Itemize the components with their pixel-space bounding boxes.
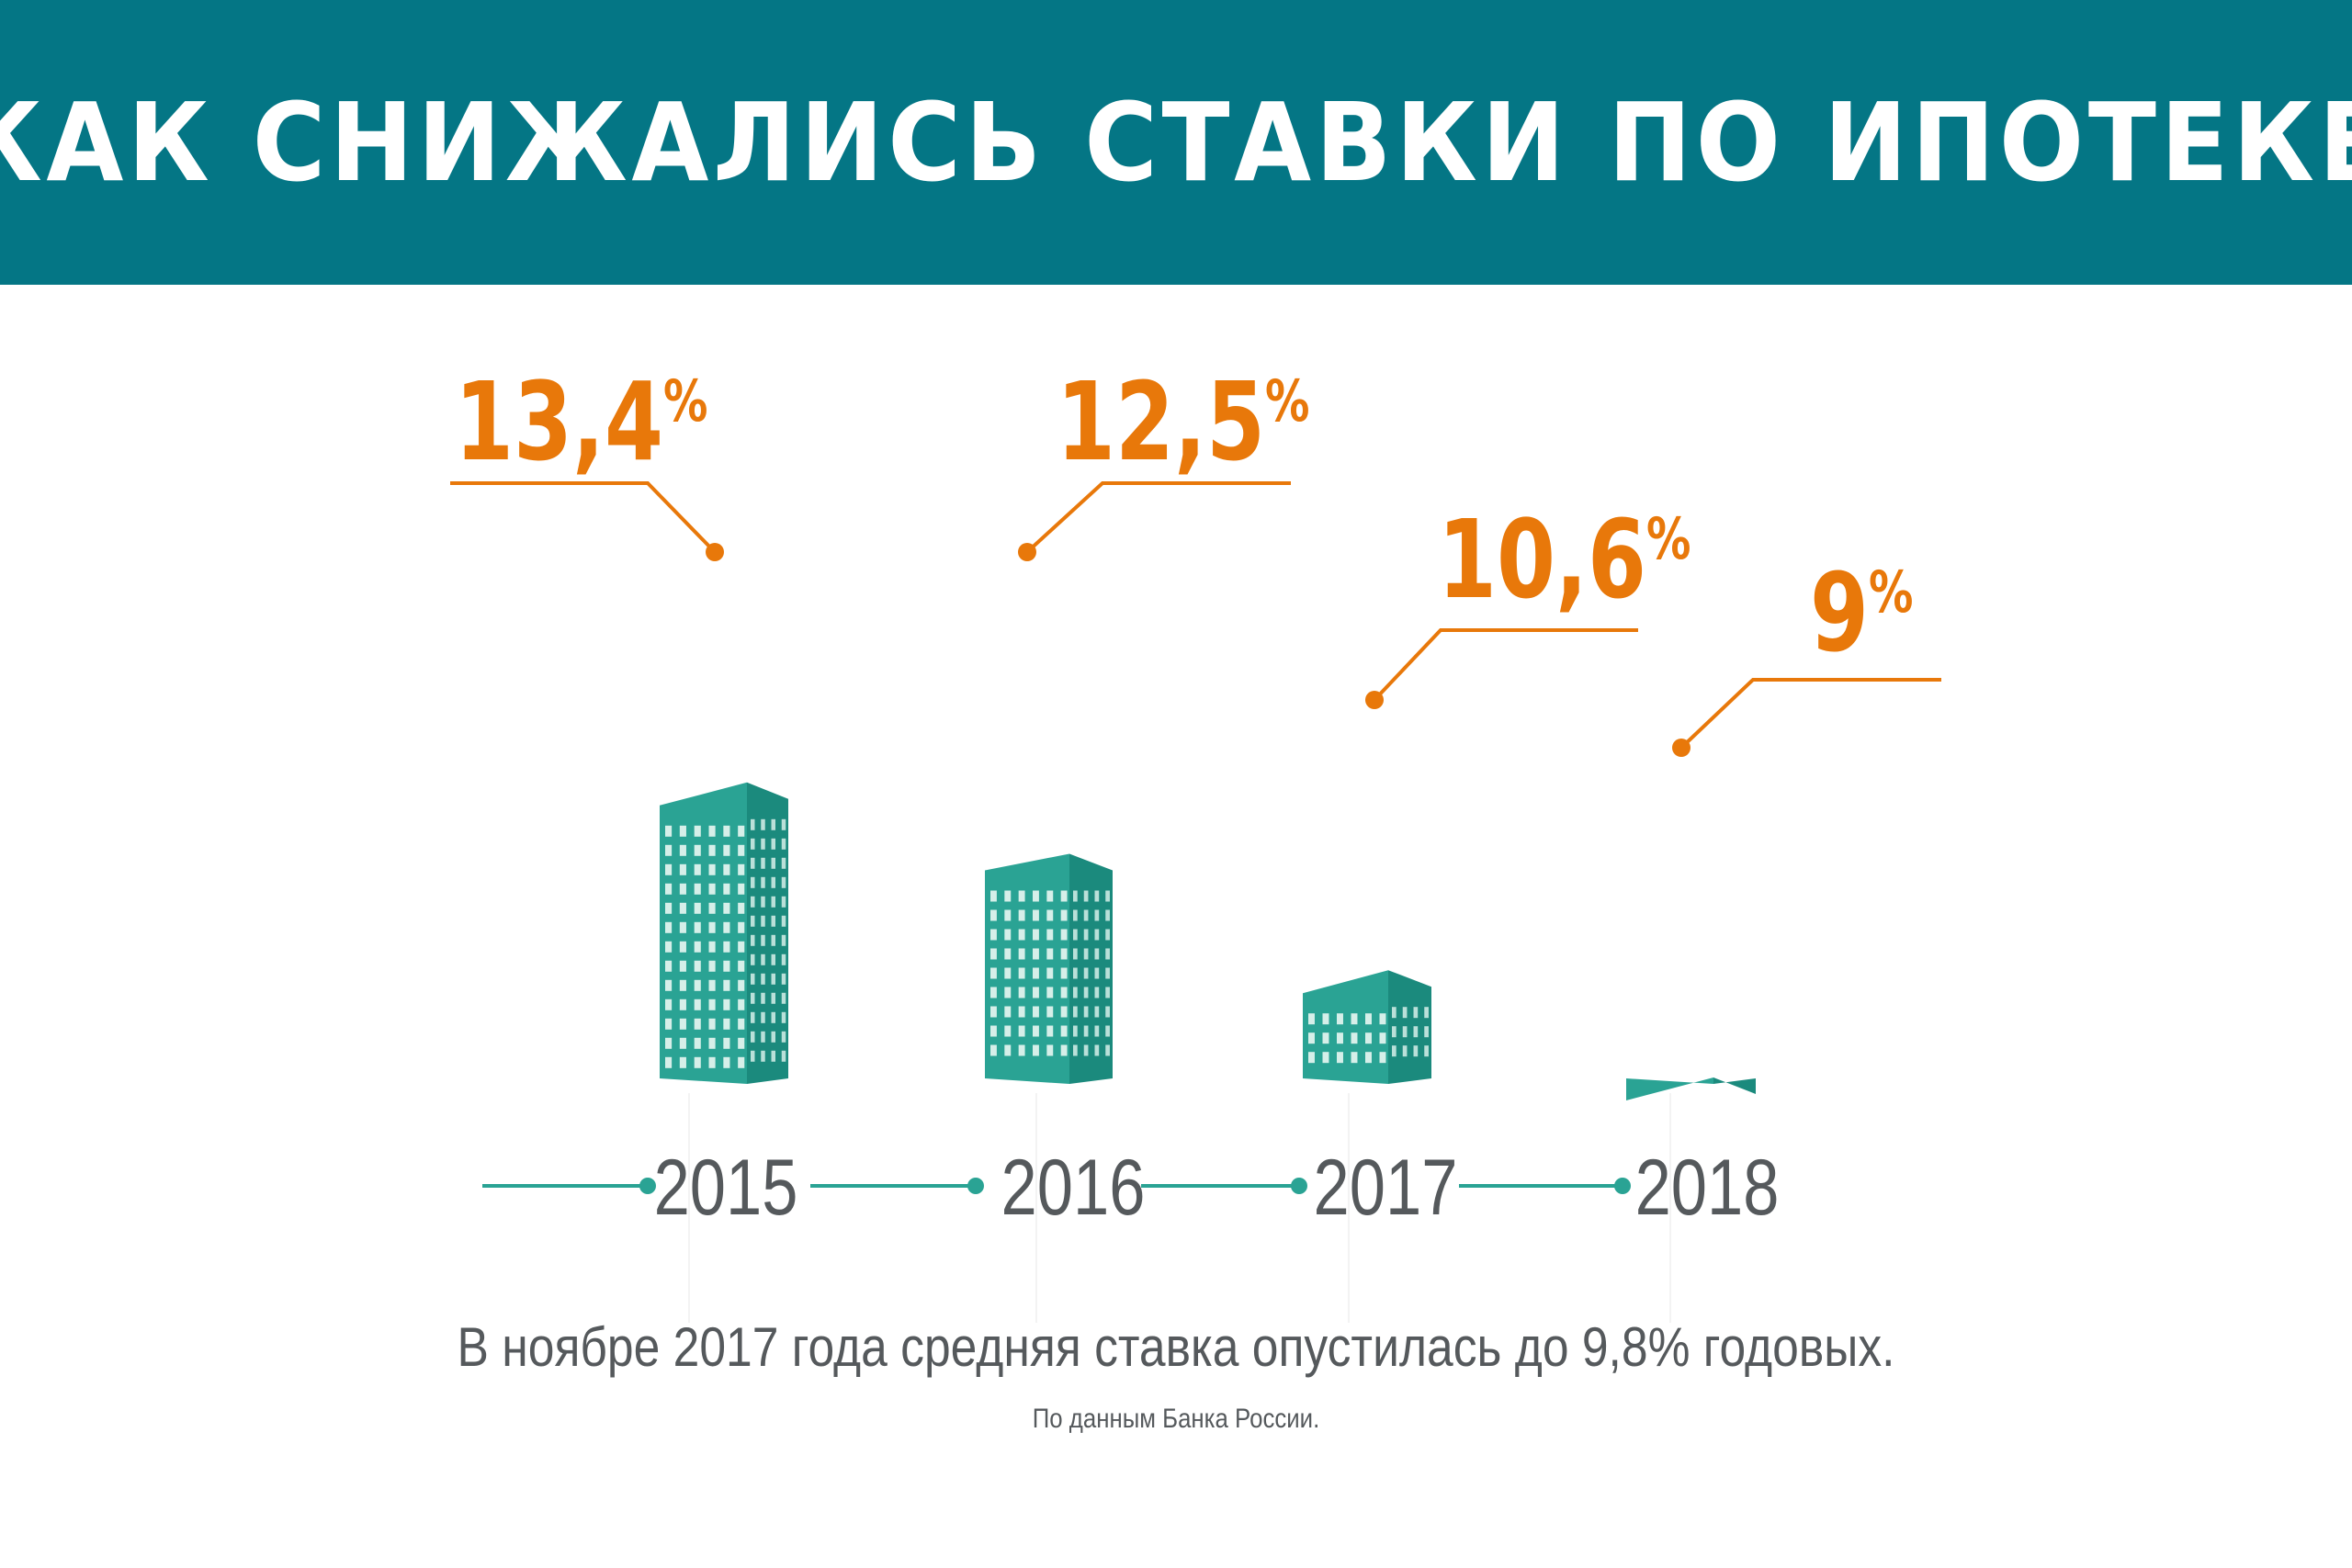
year-label: 2018: [1635, 1143, 1780, 1231]
callout-dot: [706, 543, 724, 561]
chart-source: По данным Банка России.: [1032, 1404, 1320, 1434]
callout-dot: [1018, 543, 1036, 561]
timeline-dot: [639, 1178, 656, 1194]
building-side: [1713, 1077, 1756, 1094]
callout-line: [1679, 678, 1941, 750]
data-label-value: 10,6: [1438, 497, 1646, 623]
data-label: 9%: [1810, 550, 1913, 676]
year-label: 2015: [654, 1143, 798, 1231]
year-label: 2017: [1314, 1143, 1458, 1231]
building-front: [660, 782, 747, 1084]
building-side: [1388, 970, 1431, 1084]
bar-building-2015: [660, 782, 788, 1084]
year-label: 2016: [1001, 1143, 1146, 1231]
data-label-value: 13,4: [455, 359, 663, 485]
callout-dot: [1365, 691, 1384, 709]
data-label-unit: %: [1646, 506, 1690, 572]
callout-line: [450, 481, 717, 554]
building-front: [985, 853, 1069, 1084]
data-label-value: 12,5: [1057, 359, 1265, 485]
bar-building-2017: [1303, 970, 1431, 1084]
bar-building-2016: [985, 853, 1113, 1084]
bar-building-2018: [1626, 1077, 1756, 1100]
header-banner: КАК СНИЖАЛИСЬ СТАВКИ ПО ИПОТЕКЕ: [0, 0, 2352, 285]
data-label-unit: %: [663, 368, 707, 434]
timeline-dot: [1291, 1178, 1307, 1194]
building-side: [1069, 853, 1113, 1084]
building-side: [747, 782, 788, 1084]
building-front: [1626, 1077, 1713, 1100]
callout-line: [1025, 481, 1291, 554]
timeline-dot: [1614, 1178, 1631, 1194]
building-front: [1303, 970, 1388, 1084]
data-label-unit: %: [1265, 368, 1309, 434]
timeline-dot: [967, 1178, 984, 1194]
chart-note: В ноябре 2017 года средняя ставка опусти…: [457, 1316, 1895, 1378]
data-label: 13,4%: [455, 359, 707, 485]
chart-title: КАК СНИЖАЛИСЬ СТАВКИ ПО ИПОТЕКЕ: [0, 79, 2352, 206]
data-label-unit: %: [1869, 559, 1913, 626]
callout-dot: [1672, 739, 1690, 757]
data-label-value: 9: [1810, 550, 1869, 676]
callout-line: [1373, 628, 1638, 702]
data-label: 12,5%: [1057, 359, 1309, 485]
data-label: 10,6%: [1438, 497, 1690, 623]
